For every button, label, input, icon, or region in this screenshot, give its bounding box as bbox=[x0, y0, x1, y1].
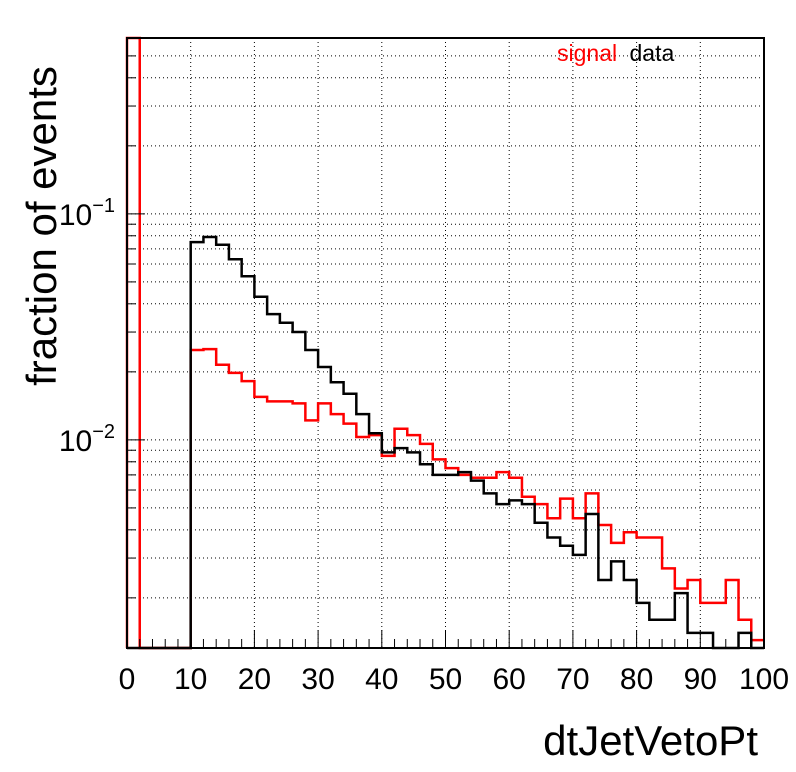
x-tick-label: 20 bbox=[238, 663, 271, 696]
axis-ticks bbox=[126, 55, 765, 648]
series-line-data bbox=[127, 235, 764, 650]
x-axis-title: dtJetVetoPt bbox=[543, 717, 758, 764]
histogram-series bbox=[125, 36, 764, 650]
legend-signal: signal bbox=[557, 40, 617, 66]
y-tick-label: 10−1 bbox=[59, 195, 115, 232]
legend-data: data bbox=[630, 40, 675, 66]
x-tick-labels: 0 10 20 30 40 50 60 70 80 90 100 bbox=[119, 663, 789, 696]
x-tick-label: 10 bbox=[174, 663, 207, 696]
x-tick-label: 40 bbox=[365, 663, 398, 696]
x-tick-label: 80 bbox=[620, 663, 653, 696]
y-axis-title: fraction of events bbox=[18, 66, 65, 386]
series-line-signal bbox=[125, 36, 764, 650]
x-tick-label: 30 bbox=[301, 663, 334, 696]
x-tick-label: 100 bbox=[739, 663, 789, 696]
x-tick-label: 90 bbox=[684, 663, 717, 696]
x-tick-label: 50 bbox=[429, 663, 462, 696]
x-tick-label: 70 bbox=[556, 663, 589, 696]
x-tick-label: 0 bbox=[119, 663, 136, 696]
legend: signal data bbox=[557, 40, 674, 66]
y-tick-labels: 10−2 10−1 bbox=[59, 195, 115, 458]
x-tick-label: 60 bbox=[493, 663, 526, 696]
y-tick-label: 10−2 bbox=[59, 421, 115, 458]
